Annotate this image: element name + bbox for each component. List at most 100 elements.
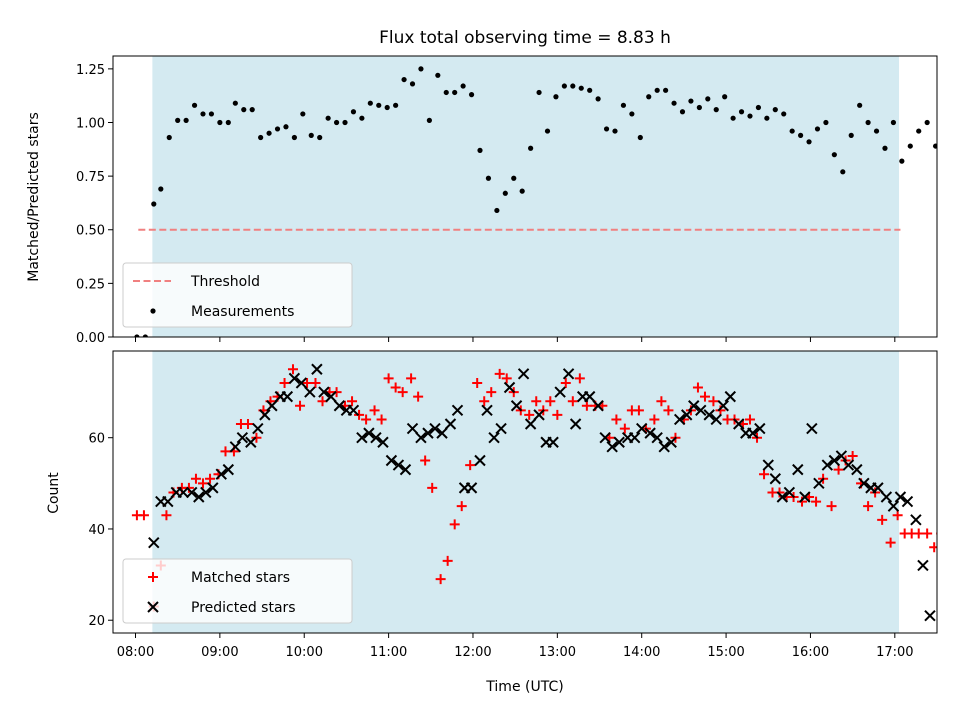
measurement-point <box>578 85 584 91</box>
matched-stars-point <box>892 510 903 521</box>
predicted-stars-point <box>799 491 811 503</box>
predicted-stars-point <box>851 463 863 476</box>
measurement-point <box>519 188 525 194</box>
predicted-stars-point <box>495 422 507 435</box>
matched-stars-point <box>413 391 424 402</box>
predicted-stars-point <box>917 559 929 572</box>
predicted-stars-point <box>356 431 368 444</box>
predicted-stars-point <box>236 431 249 444</box>
top-panel: 0.00 0.25 0.50 0.75 1.00 1.25 Threshold Measure… <box>76 55 955 346</box>
measurement-point <box>350 109 357 115</box>
measurement-point <box>587 87 593 93</box>
predicted-stars-point <box>288 372 301 385</box>
predicted-stars-point <box>606 441 618 453</box>
measurement-point <box>857 102 863 108</box>
measurement-point <box>950 143 955 148</box>
x-tick-label: 13:00 <box>539 645 576 660</box>
measurement-point <box>266 130 272 136</box>
measurement-point <box>166 134 172 141</box>
matched-stars-point <box>369 405 380 416</box>
matched-stars-point <box>190 473 201 484</box>
measurement-point <box>528 145 534 151</box>
predicted-stars-point <box>385 454 398 467</box>
matched-stars-point <box>242 419 253 430</box>
measurement-point <box>941 154 946 159</box>
matched-stars-point <box>922 528 933 539</box>
matched-stars-point <box>936 532 937 535</box>
measurement-point <box>924 119 930 126</box>
predicted-stars-point <box>872 482 884 494</box>
matched-stars-point <box>138 510 149 521</box>
predicted-stars-point <box>295 377 308 389</box>
predicted-stars-point <box>547 436 559 448</box>
bottom-y-axis-label: Count <box>46 472 62 514</box>
measurement-point <box>764 115 770 121</box>
measurement-point <box>781 111 787 117</box>
matched-stars-point <box>811 496 822 507</box>
predicted-stars-point <box>554 386 566 398</box>
y-tick-label: 1.25 <box>76 63 105 78</box>
predicted-stars-point <box>193 491 205 503</box>
measurement-point <box>208 111 215 117</box>
measurement-point <box>283 124 289 130</box>
measurement-point <box>848 132 854 138</box>
predicted-stars-point <box>673 413 686 426</box>
measurement-point <box>865 119 871 126</box>
measurement-point <box>798 132 804 138</box>
measurement-point <box>831 152 837 158</box>
measurement-point <box>536 89 542 96</box>
matched-stars-point <box>545 396 556 407</box>
matched-stars-point <box>361 414 372 425</box>
measurement-point <box>151 201 157 207</box>
matched-stars-point <box>465 460 476 471</box>
matched-stars-point <box>833 464 844 475</box>
predicted-stars-point <box>724 390 737 403</box>
predicted-stars-point <box>858 477 870 490</box>
matched-stars-point <box>486 387 497 398</box>
measurement-point <box>477 147 483 153</box>
predicted-stars-point <box>266 400 278 412</box>
top-y-axis-label: Matched/Predicted stars <box>26 112 42 282</box>
y-tick-label: 1.00 <box>76 116 105 131</box>
predicted-stars-point <box>783 486 796 499</box>
measurement-point <box>435 72 441 78</box>
measurement-point <box>646 94 652 100</box>
x-tick-label: 11:00 <box>370 645 407 660</box>
predicted-stars-point <box>835 450 848 462</box>
measurement-point <box>595 96 601 102</box>
predicted-stars-point <box>754 422 766 435</box>
plot-area <box>131 363 937 622</box>
predicted-stars-point <box>252 422 264 435</box>
measurement-point <box>722 94 728 100</box>
matched-stars-point <box>220 446 231 457</box>
predicted-stars-point <box>688 400 700 412</box>
predicted-stars-point <box>415 431 427 444</box>
measurement-point <box>333 119 340 126</box>
measurement-point <box>637 134 643 141</box>
matched-stars-point <box>619 423 630 434</box>
predicted-stars-point <box>717 400 729 412</box>
measurement-point <box>570 83 576 89</box>
matched-stars-point <box>331 387 342 398</box>
measurement-point <box>873 128 880 134</box>
predicted-stars-point <box>792 463 804 476</box>
predicted-stars-point <box>229 441 242 453</box>
measurement-point <box>511 175 517 181</box>
predicted-stars-point <box>259 409 271 421</box>
measurement-point <box>671 100 677 106</box>
predicted-stars-point <box>636 422 648 435</box>
measurement-point <box>217 119 223 126</box>
predicted-stars-point <box>524 418 537 430</box>
matched-stars-point <box>295 400 306 411</box>
predicted-stars-point <box>569 418 582 430</box>
chart-title: Flux total observing time = 8.83 h <box>379 28 671 48</box>
predicted-stars-point <box>842 459 855 471</box>
predicted-stars-point <box>562 368 575 380</box>
predicted-stars-point <box>488 431 500 444</box>
matched-stars-point <box>877 514 888 525</box>
measurement-point <box>393 102 399 108</box>
predicted-stars-point <box>333 400 346 412</box>
measurement-point <box>249 107 255 113</box>
measurement-point <box>730 115 736 121</box>
measurement-point <box>688 98 694 104</box>
